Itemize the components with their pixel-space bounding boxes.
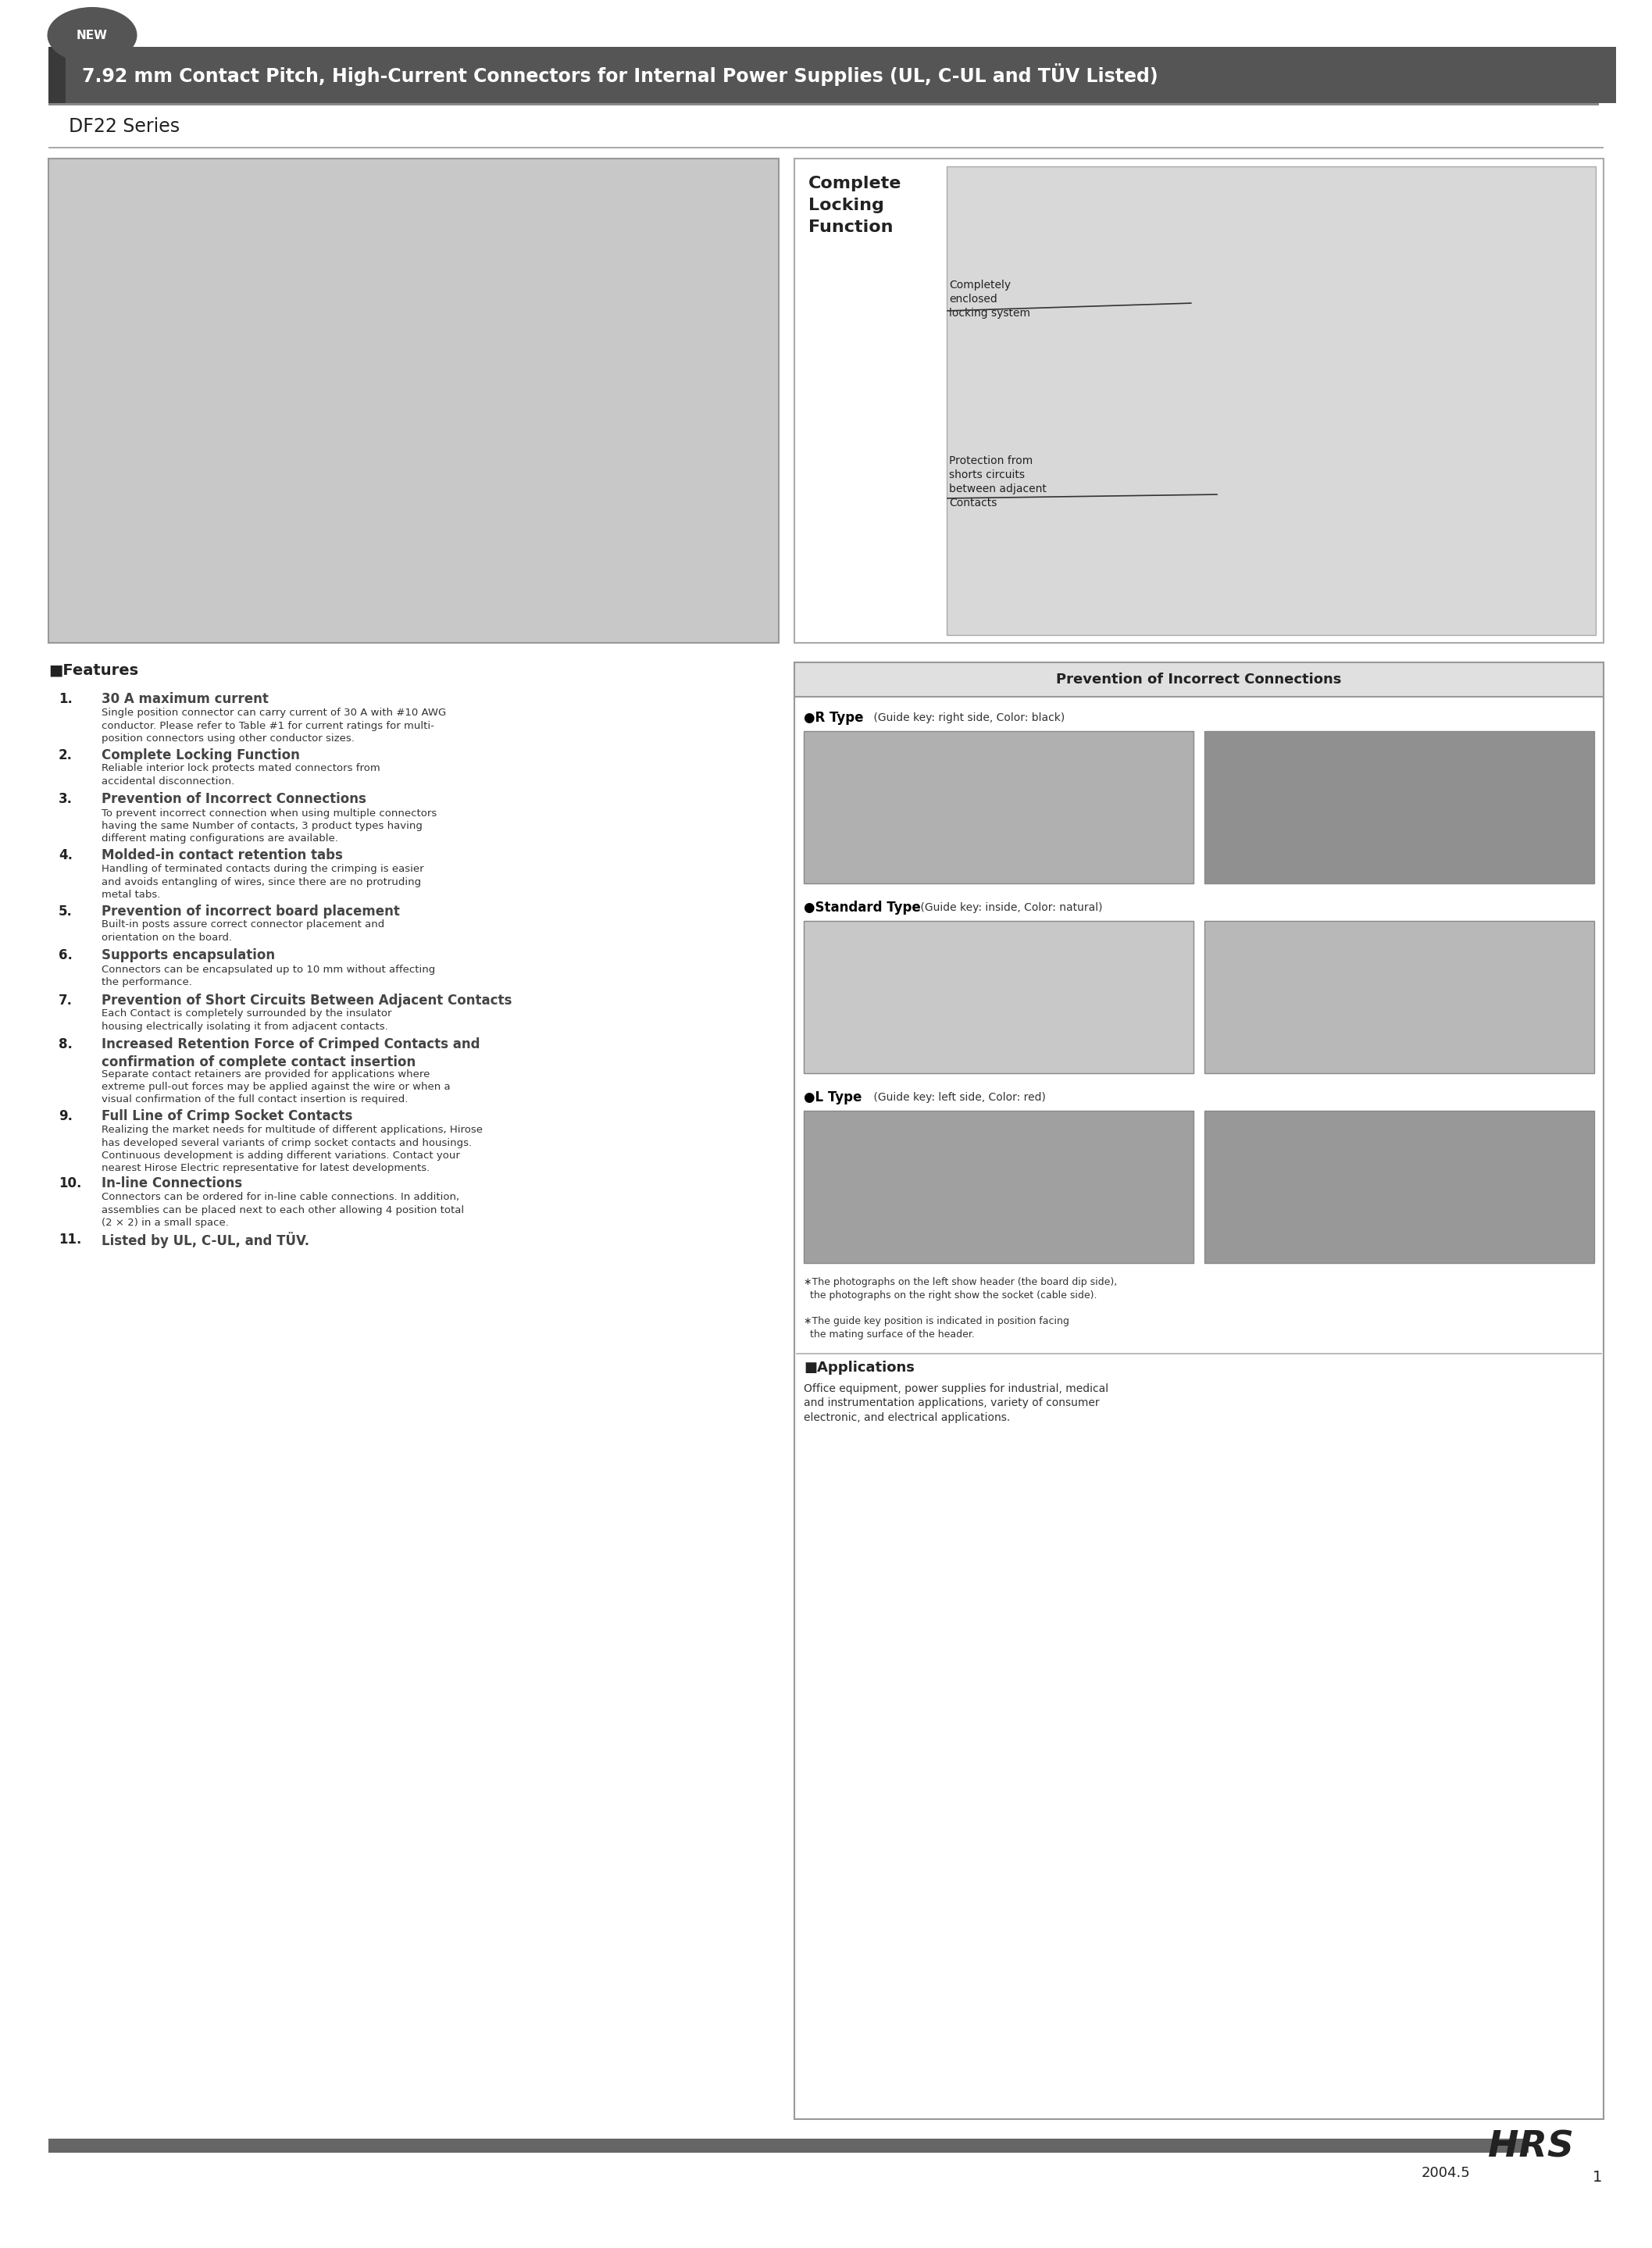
Text: HRS: HRS [1488, 2129, 1574, 2165]
Text: 1.: 1. [58, 692, 73, 706]
Text: 3.: 3. [58, 794, 73, 807]
Bar [795, 160, 1604, 643]
Text: Completely
enclosed
locking system: Completely enclosed locking system [948, 279, 1031, 319]
Text: Connectors can be encapsulated up to 10 mm without affecting
the performance.: Connectors can be encapsulated up to 10 … [101, 964, 434, 987]
Text: ∗The photographs on the left show header (the board dip side),
  the photographs: ∗The photographs on the left show header… [805, 1277, 1117, 1302]
Text: Molded-in contact retention tabs: Molded-in contact retention tabs [101, 847, 344, 863]
Text: Handling of terminated contacts during the crimping is easier
and avoids entangl: Handling of terminated contacts during t… [101, 863, 425, 899]
Text: 9.: 9. [58, 1108, 73, 1124]
Text: 2004.5: 2004.5 [1422, 2167, 1470, 2181]
Text: Realizing the market needs for multitude of different applications, Hirose
has d: Realizing the market needs for multitude… [101, 1124, 482, 1173]
Bar [1204, 1111, 1594, 1263]
Text: 5.: 5. [58, 904, 73, 917]
Bar [1204, 731, 1594, 883]
Bar [48, 2138, 1528, 2154]
Text: (Guide key: right side, Color: black): (Guide key: right side, Color: black) [871, 713, 1066, 724]
Bar [805, 1111, 1193, 1263]
Text: Full Line of Crimp Socket Contacts: Full Line of Crimp Socket Contacts [101, 1108, 352, 1124]
Text: Protection from
shorts circuits
between adjacent
Contacts: Protection from shorts circuits between … [948, 456, 1047, 508]
Bar [48, 103, 1599, 106]
Text: 10.: 10. [58, 1176, 81, 1191]
Text: Increased Retention Force of Crimped Contacts and
confirmation of complete conta: Increased Retention Force of Crimped Con… [101, 1039, 481, 1070]
Text: (Guide key: inside, Color: natural): (Guide key: inside, Color: natural) [917, 901, 1102, 913]
Text: Built-in posts assure correct connector placement and
orientation on the board.: Built-in posts assure correct connector … [101, 919, 385, 942]
Text: Connectors can be ordered for in-line cable connections. In addition,
assemblies: Connectors can be ordered for in-line ca… [101, 1191, 464, 1227]
Bar [795, 663, 1604, 2120]
Text: ■Applications: ■Applications [805, 1360, 915, 1376]
Text: 30 A maximum current: 30 A maximum current [101, 692, 269, 706]
Text: Single position connector can carry current of 30 A with #10 AWG
conductor. Plea: Single position connector can carry curr… [101, 708, 446, 744]
Bar [805, 922, 1193, 1072]
Text: Listed by UL, C-UL, and TÜV.: Listed by UL, C-UL, and TÜV. [101, 1232, 309, 1248]
Text: Reliable interior lock protects mated connectors from
accidental disconnection.: Reliable interior lock protects mated co… [101, 764, 380, 787]
Text: 7.92 mm Contact Pitch, High-Current Connectors for Internal Power Supplies (UL, : 7.92 mm Contact Pitch, High-Current Conn… [83, 63, 1158, 85]
Text: Prevention of Short Circuits Between Adjacent Contacts: Prevention of Short Circuits Between Adj… [101, 994, 512, 1007]
Bar [48, 47, 66, 103]
Text: 8.: 8. [58, 1039, 73, 1052]
Bar [805, 731, 1193, 883]
Text: ∗The guide key position is indicated in position facing
  the mating surface of : ∗The guide key position is indicated in … [805, 1315, 1069, 1340]
Ellipse shape [48, 7, 137, 63]
Text: To prevent incorrect connection when using multiple connectors
having the same N: To prevent incorrect connection when usi… [101, 807, 436, 843]
Text: Prevention of Incorrect Connections: Prevention of Incorrect Connections [1056, 672, 1341, 686]
Text: ●Standard Type: ●Standard Type [805, 901, 920, 915]
Text: 1: 1 [1593, 2169, 1602, 2185]
Text: NEW: NEW [76, 29, 107, 40]
Text: 4.: 4. [58, 847, 73, 863]
Text: (Guide key: left side, Color: red): (Guide key: left side, Color: red) [871, 1093, 1046, 1104]
Text: ●R Type: ●R Type [805, 710, 864, 724]
Text: Office equipment, power supplies for industrial, medical
and instrumentation app: Office equipment, power supplies for ind… [805, 1383, 1108, 1423]
Bar [1204, 922, 1594, 1072]
Text: Supports encapsulation: Supports encapsulation [101, 949, 274, 962]
Bar [947, 166, 1596, 634]
Bar [48, 160, 778, 643]
Text: DF22 Series: DF22 Series [69, 117, 180, 135]
Text: 7.: 7. [58, 994, 73, 1007]
Bar [795, 663, 1604, 697]
Text: Complete Locking Function: Complete Locking Function [101, 749, 301, 762]
Text: 2.: 2. [58, 749, 73, 762]
Text: Prevention of incorrect board placement: Prevention of incorrect board placement [101, 904, 400, 917]
Text: ■Features: ■Features [48, 663, 139, 677]
Text: Prevention of Incorrect Connections: Prevention of Incorrect Connections [101, 794, 367, 807]
Text: Complete
Locking
Function: Complete Locking Function [808, 175, 902, 236]
Text: In-line Connections: In-line Connections [101, 1176, 243, 1191]
Text: ●L Type: ●L Type [805, 1090, 862, 1104]
Text: Separate contact retainers are provided for applications where
extreme pull-out : Separate contact retainers are provided … [101, 1070, 451, 1104]
Text: 11.: 11. [58, 1232, 81, 1245]
Text: 6.: 6. [58, 949, 73, 962]
Text: Each Contact is completely surrounded by the insulator
housing electrically isol: Each Contact is completely surrounded by… [101, 1009, 392, 1032]
Bar [66, 47, 1616, 103]
